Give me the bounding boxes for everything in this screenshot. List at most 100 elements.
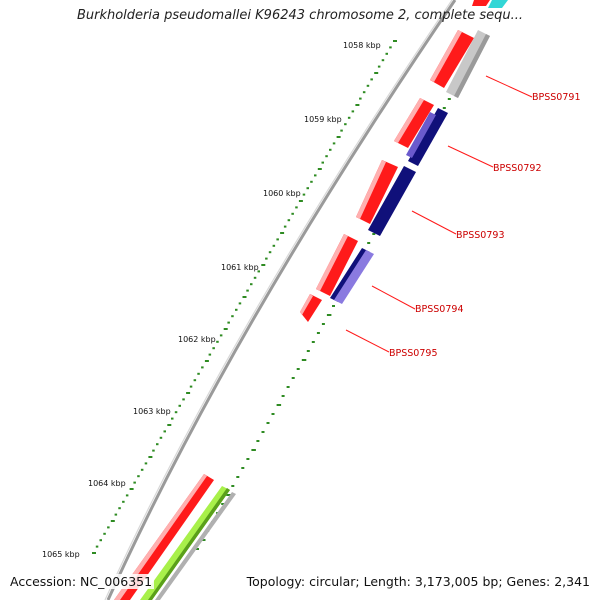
- tick-mark: [344, 123, 347, 126]
- tick-mark: [144, 462, 148, 465]
- tick-mark: [238, 302, 242, 305]
- tick-mark: [447, 98, 451, 100]
- tick-mark: [332, 305, 335, 307]
- gray-feature[interactable]: [446, 30, 490, 98]
- gene-bpss0795[interactable]: BPSS0795: [300, 294, 437, 359]
- outer-tick-ring: [92, 40, 397, 554]
- tick-mark: [261, 431, 265, 433]
- tick-mark: [156, 443, 159, 446]
- tick-mark: [196, 548, 199, 550]
- tick-mark: [171, 417, 174, 420]
- tick-mark: [246, 458, 250, 460]
- tick-mark: [272, 244, 276, 247]
- tick-mark: [332, 142, 336, 145]
- tick-mark: [326, 314, 332, 316]
- chart-title: Burkholderia pseudomallei K96243 chromos…: [76, 8, 524, 23]
- gene-label[interactable]: BPSS0795: [389, 348, 437, 359]
- tick-mark: [377, 65, 381, 68]
- gene-bpss0793[interactable]: BPSS0793: [356, 160, 504, 241]
- gene-bpss0794[interactable]: BPSS0794: [316, 234, 463, 315]
- gene-leader-line: [345, 329, 390, 353]
- tick-mark: [329, 148, 332, 151]
- tick-mark: [178, 404, 181, 407]
- cds-arrow[interactable]: [394, 98, 434, 148]
- tick-mark: [241, 467, 245, 469]
- tick-mark: [281, 395, 285, 397]
- cds-arrow-highlight: [430, 30, 462, 82]
- cds-arrow[interactable]: [430, 30, 474, 88]
- tick-mark: [325, 155, 328, 158]
- gene-leader-line: [485, 75, 533, 98]
- tick-mark: [256, 440, 260, 442]
- tick-mark: [223, 328, 228, 330]
- tick-mark: [219, 334, 223, 337]
- tick-mark: [276, 238, 279, 241]
- tick-mark: [359, 97, 362, 100]
- tick-mark: [95, 545, 99, 548]
- tick-mark: [110, 520, 115, 522]
- tick-mark: [227, 321, 230, 324]
- tick-mark: [372, 233, 376, 235]
- tick-mark: [221, 503, 225, 505]
- cds-band-bottom-highlight: [114, 474, 207, 600]
- cds-arrow[interactable]: [300, 294, 322, 322]
- tick-mark: [355, 104, 360, 106]
- tick-mark: [268, 251, 272, 254]
- gene-label[interactable]: BPSS0793: [456, 230, 504, 241]
- tick-mark: [367, 242, 371, 244]
- slate-feature[interactable]: [406, 112, 436, 158]
- tick-mark: [92, 552, 96, 554]
- bottom-features: [114, 474, 236, 600]
- tick-mark: [314, 174, 317, 177]
- tick-mark: [287, 219, 291, 222]
- tick-mark: [193, 379, 197, 382]
- tick-mark: [291, 377, 295, 379]
- tick-mark: [276, 404, 282, 406]
- accession-label: Accession: NC_006351: [8, 574, 155, 589]
- tick-mark: [317, 168, 322, 170]
- tick-mark: [118, 507, 121, 510]
- navy-feature[interactable]: [408, 108, 448, 166]
- tick-mark: [374, 72, 379, 74]
- gene-leader-line: [371, 285, 416, 310]
- cyan-feature-top[interactable]: [488, 0, 508, 8]
- gene-bpss0791[interactable]: BPSS0791: [430, 30, 580, 103]
- tick-mark: [186, 392, 191, 394]
- cds-arrow-top[interactable]: [472, 0, 490, 6]
- cds-arrow[interactable]: [356, 160, 398, 224]
- tick-mark: [362, 91, 366, 94]
- tick-mark: [321, 323, 325, 325]
- gene-label[interactable]: BPSS0791: [532, 92, 580, 103]
- tick-mark: [253, 276, 257, 279]
- gene-leader-line: [411, 210, 457, 235]
- kbp-label-1061: 1061 kbp: [221, 263, 259, 272]
- tick-mark: [99, 539, 102, 542]
- tick-mark: [301, 359, 307, 361]
- tick-mark: [336, 136, 341, 138]
- tick-mark: [298, 200, 303, 202]
- tick-mark: [163, 430, 166, 433]
- gray-feature-bottom[interactable]: [155, 492, 236, 600]
- tick-mark: [216, 340, 219, 343]
- gene-label[interactable]: BPSS0792: [493, 163, 541, 174]
- slate-feature[interactable]: [334, 250, 374, 304]
- tick-mark: [231, 315, 234, 318]
- tick-mark: [212, 347, 215, 350]
- sequence-stats: Topology: circular; Length: 3,173,005 bp…: [244, 574, 592, 589]
- tick-mark: [242, 296, 247, 298]
- tick-mark: [122, 500, 125, 503]
- gene-bpss0792[interactable]: BPSS0792: [394, 98, 541, 174]
- tick-mark: [182, 398, 185, 401]
- tick-mark: [250, 283, 253, 286]
- kbp-label-1059: 1059 kbp: [304, 115, 342, 124]
- tick-mark: [133, 481, 136, 484]
- tick-mark: [197, 372, 200, 375]
- navy-feature[interactable]: [368, 166, 416, 236]
- tick-mark: [167, 424, 172, 426]
- cds-arrow[interactable]: [316, 234, 358, 296]
- tick-mark: [291, 212, 294, 215]
- tick-mark: [129, 488, 134, 490]
- gene-label[interactable]: BPSS0794: [415, 304, 463, 315]
- lime-feature-bottom[interactable]: [140, 486, 230, 600]
